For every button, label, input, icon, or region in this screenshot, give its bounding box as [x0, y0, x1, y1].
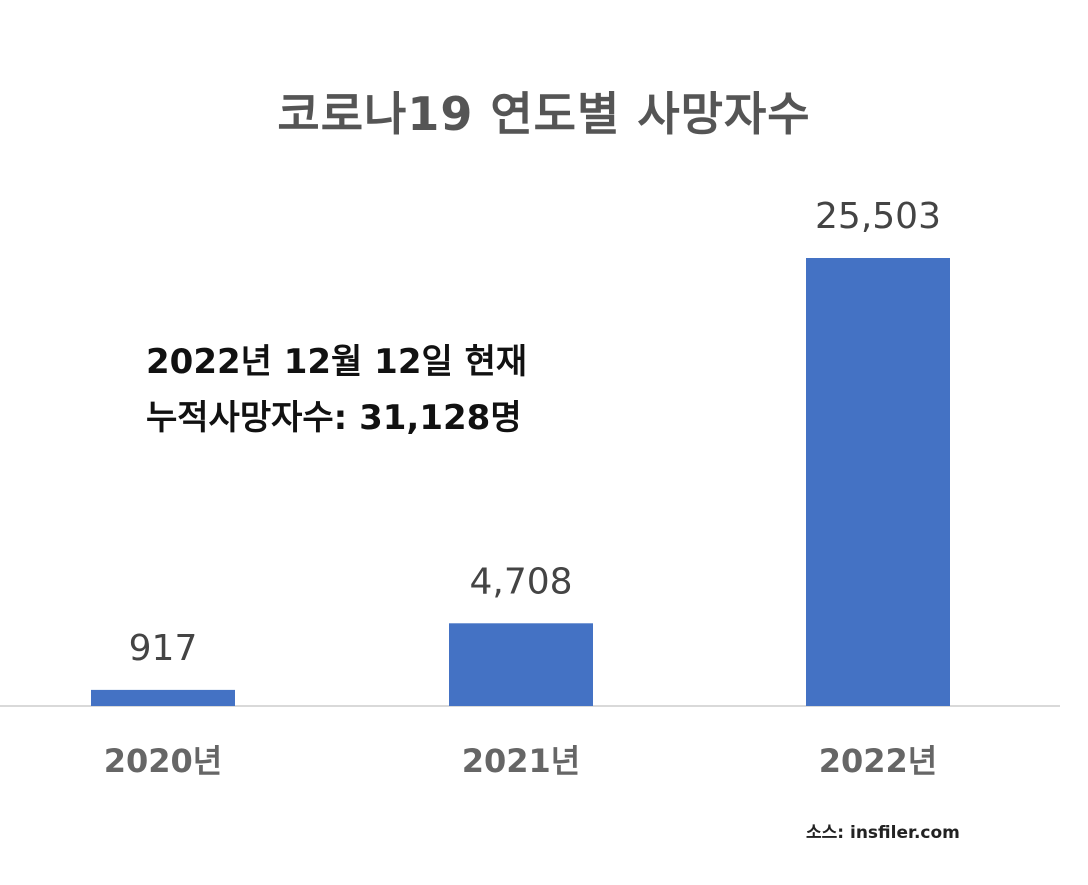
- bar-2: [449, 623, 593, 706]
- chart-title: 코로나19 연도별 사망자수: [277, 87, 811, 141]
- annotation: 2022년 12월 12일 현재 누적사망자수: 31,128명: [146, 334, 527, 446]
- source-label: 소스: insfiler.com: [806, 823, 960, 843]
- data-label-2: 4,708: [469, 561, 572, 602]
- x-tick-label-2: 2021년: [462, 742, 581, 780]
- bar-3: [806, 258, 950, 706]
- bar-1: [91, 689, 235, 706]
- x-tick-label-3: 2022년: [819, 742, 938, 780]
- annotation-line-date: 2022년 12월 12일 현재: [146, 342, 528, 382]
- data-label-3: 25,503: [815, 196, 941, 237]
- annotation-line-total: 누적사망자수: 31,128명: [146, 398, 522, 438]
- data-label-1: 917: [129, 628, 198, 669]
- x-tick-label-1: 2020년: [104, 742, 223, 780]
